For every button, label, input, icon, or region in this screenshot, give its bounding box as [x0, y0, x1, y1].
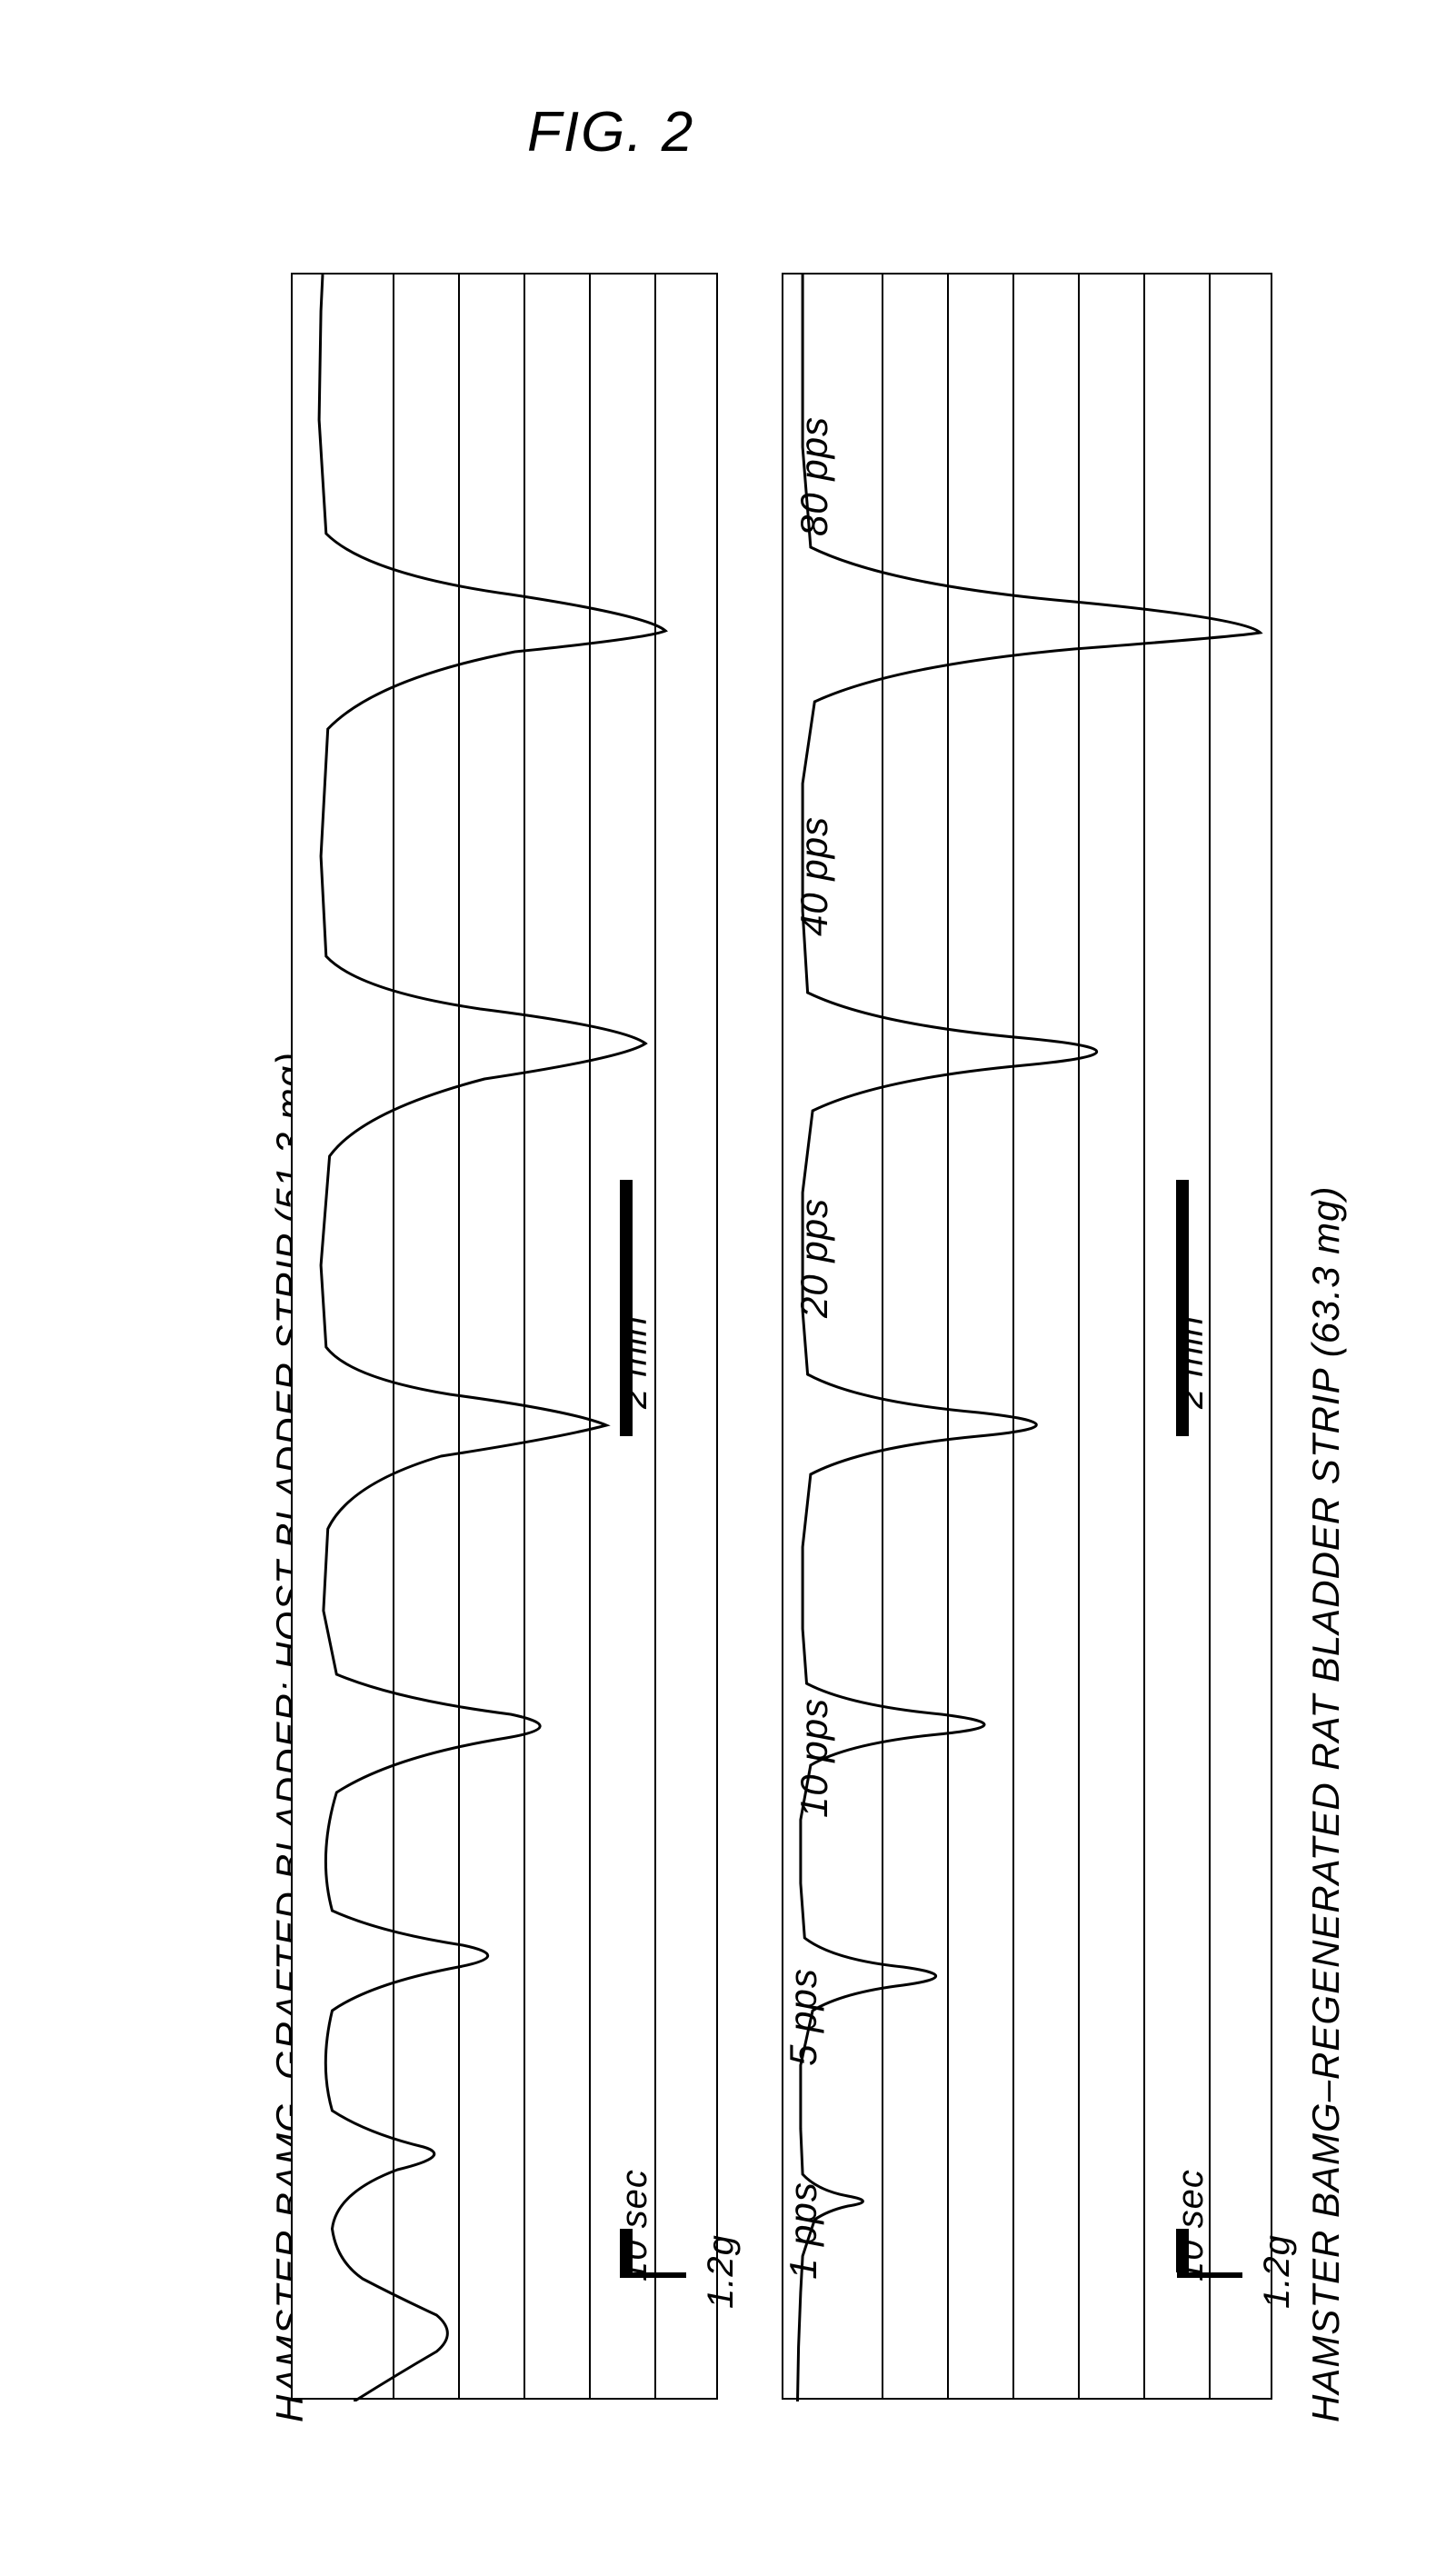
pps-label: 10 pps	[793, 1698, 836, 1818]
scale-time-label: 2 min	[614, 1315, 655, 1409]
figure-body: HAMSTER BAMG–REGENERATED RAT BLADDER STR…	[227, 236, 1291, 2436]
gridline	[1078, 275, 1080, 2398]
scale-stim-label: 10 sec	[1171, 2169, 1212, 2281]
gridline	[947, 275, 949, 2398]
pps-label: 20 pps	[793, 1198, 836, 1318]
gridline	[458, 275, 460, 2398]
gridline	[589, 275, 591, 2398]
pps-label: 80 pps	[793, 416, 836, 536]
scale-amplitude-label: 1.2g	[1257, 2234, 1298, 2309]
gridline	[882, 275, 883, 2398]
figure-title: FIG. 2	[527, 100, 694, 165]
panel-title-top: HAMSTER BAMG–REGENERATED RAT BLADDER STR…	[1304, 1186, 1348, 2422]
gridline	[1143, 275, 1145, 2398]
scale-time-label: 2 min	[1171, 1315, 1212, 1409]
pps-label: 5 pps	[782, 1968, 825, 2066]
scale-stim-label: 10 sec	[614, 2169, 655, 2281]
scale-amplitude-label: 1.2g	[701, 2234, 742, 2309]
gridline	[1012, 275, 1014, 2398]
gridline	[524, 275, 525, 2398]
pps-label: 40 pps	[793, 816, 836, 936]
pps-label: 1 pps	[782, 2182, 825, 2280]
gridline	[393, 275, 394, 2398]
